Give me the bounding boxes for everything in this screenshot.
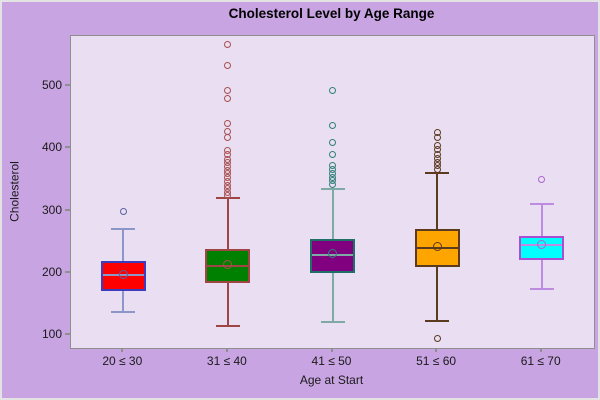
x-category-label: 20 ≤ 30 <box>102 354 143 368</box>
outlier-point <box>538 176 546 184</box>
y-tick-mark <box>65 208 70 211</box>
mean-marker <box>328 249 337 259</box>
x-category-label: 31 ≤ 40 <box>206 354 247 368</box>
x-category-label: 61 ≤ 70 <box>520 354 561 368</box>
y-tick-label: 400 <box>41 140 62 155</box>
x-category-label: 41 ≤ 50 <box>311 354 352 368</box>
whisker-cap <box>215 325 240 328</box>
outlier-point <box>329 181 336 189</box>
y-tick-mark <box>65 84 70 87</box>
outlier-point <box>224 127 232 135</box>
x-axis-label: Age at Start <box>299 373 364 387</box>
y-axis-label: Cholesterol <box>7 161 22 222</box>
whisker-cap <box>425 171 450 174</box>
mean-marker <box>118 270 128 280</box>
whisker-cap <box>111 310 136 313</box>
outlier-point <box>224 119 232 127</box>
whisker-cap <box>320 187 345 190</box>
mean-marker <box>537 240 547 250</box>
outlier-point <box>433 134 441 142</box>
outlier-point <box>224 87 232 95</box>
outlier-point <box>329 121 336 129</box>
outlier-point <box>224 192 232 200</box>
x-category-label: 51 ≤ 60 <box>416 354 457 368</box>
outlier-point <box>224 95 232 103</box>
y-tick-mark <box>65 146 70 149</box>
x-tick-mark <box>121 348 124 352</box>
x-tick-mark <box>225 348 228 352</box>
outlier-point <box>433 334 441 342</box>
whisker-cap <box>425 319 450 322</box>
chart-title: Cholesterol Level by Age Range <box>228 6 435 21</box>
whisker-cap <box>320 320 345 323</box>
y-tick-mark <box>65 270 70 273</box>
whisker-cap <box>529 202 554 205</box>
outlier-point <box>119 208 127 216</box>
mean-marker <box>432 241 442 251</box>
outlier-point <box>329 139 336 147</box>
y-tick-mark <box>65 332 70 335</box>
outlier-point <box>224 134 232 142</box>
whisker-cap <box>111 228 136 231</box>
x-tick-mark <box>435 348 438 352</box>
outlier-point <box>224 61 232 69</box>
x-tick-mark <box>330 348 333 352</box>
outlier-point <box>329 151 336 159</box>
outlier-point <box>224 40 232 48</box>
y-tick-label: 100 <box>41 326 62 341</box>
plot-area <box>70 35 595 349</box>
whisker-cap <box>529 287 554 290</box>
y-tick-label: 500 <box>41 78 62 93</box>
mean-marker <box>223 259 233 269</box>
outlier-point <box>329 87 336 95</box>
outlier-point <box>433 165 441 173</box>
x-tick-mark <box>539 348 542 352</box>
y-tick-label: 300 <box>41 202 62 217</box>
y-tick-label: 200 <box>41 264 62 279</box>
